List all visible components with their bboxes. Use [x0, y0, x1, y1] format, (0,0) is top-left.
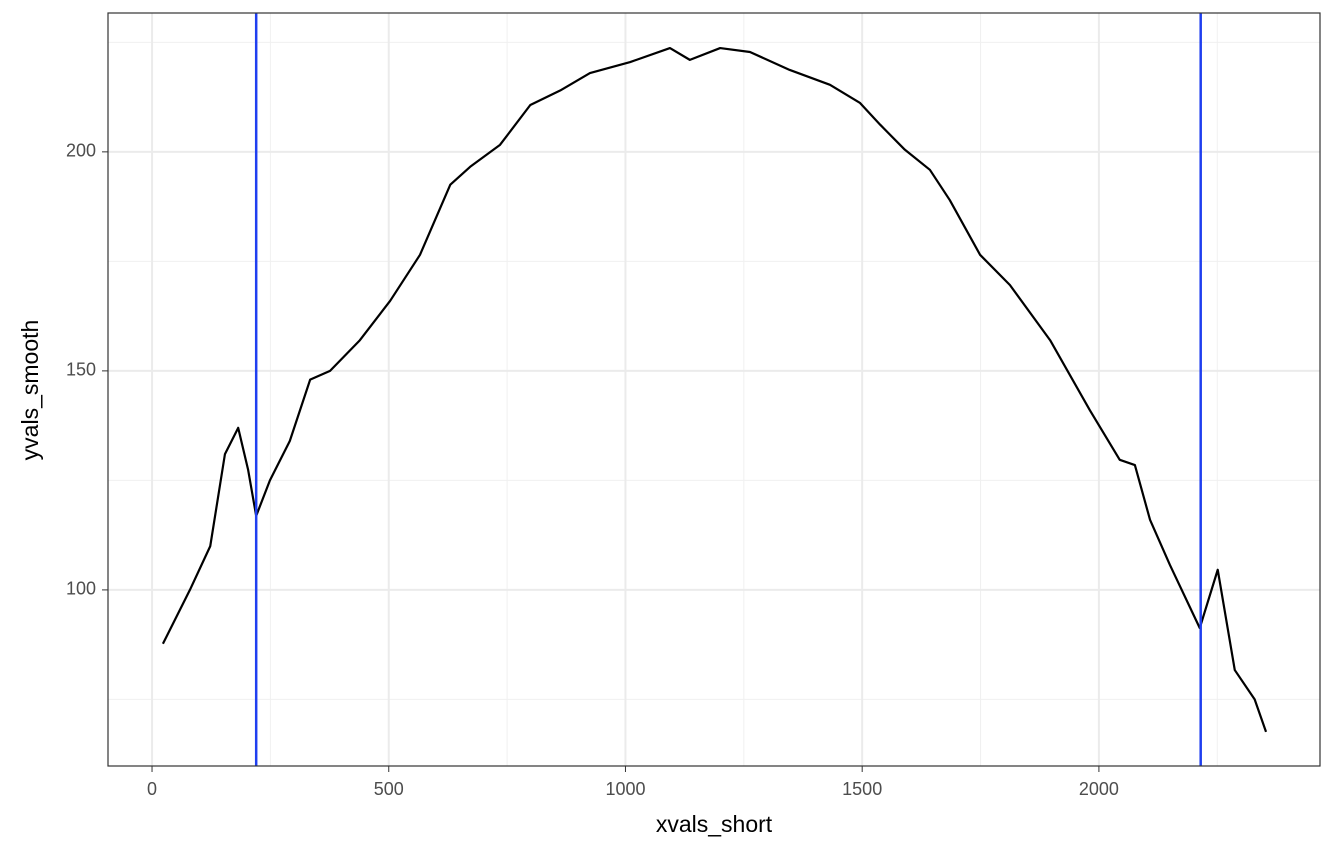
data-line — [161, 46, 1268, 733]
x-tick-label: 1000 — [605, 779, 645, 799]
x-tick-label: 1500 — [842, 779, 882, 799]
panel-border — [107, 12, 1321, 767]
x-tick-label: 0 — [147, 779, 157, 799]
x-tick-label: 2000 — [1079, 779, 1119, 799]
y-axis-title: yvals_smooth — [17, 320, 43, 461]
x-axis-title: xvals_short — [656, 811, 773, 837]
y-tick-label: 200 — [66, 141, 96, 161]
x-tick-label: 500 — [374, 779, 404, 799]
y-tick-label: 150 — [66, 360, 96, 380]
y-tick-label: 100 — [66, 579, 96, 599]
